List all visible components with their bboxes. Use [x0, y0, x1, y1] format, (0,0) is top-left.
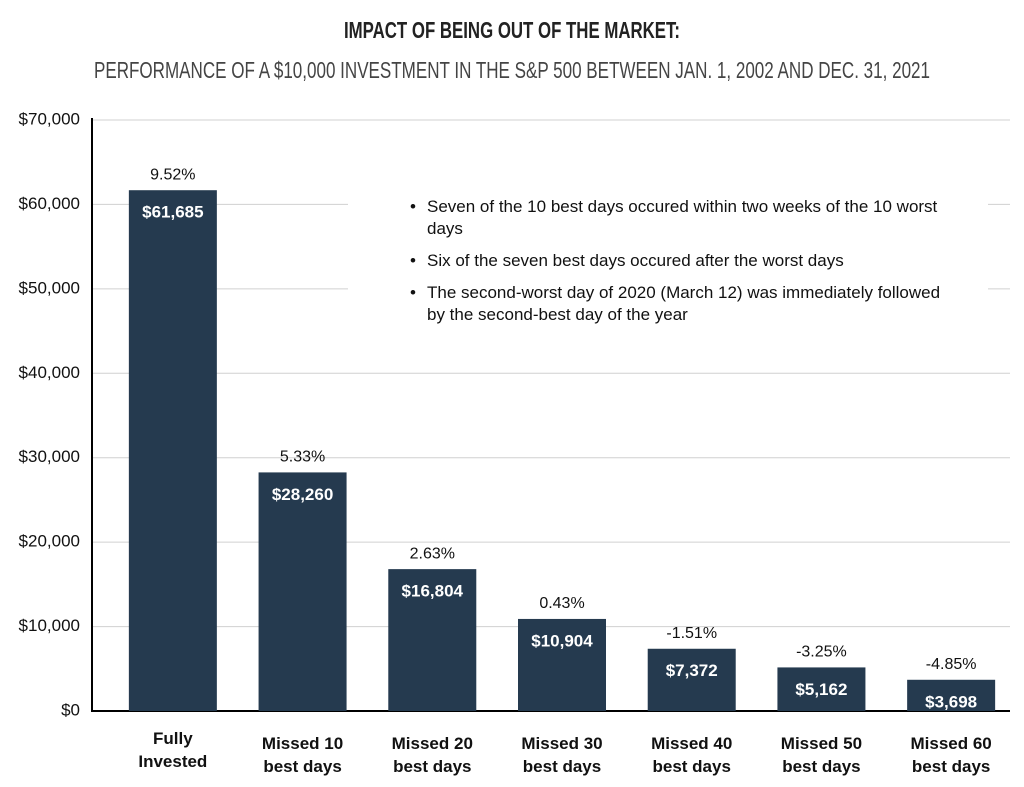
x-tick-label: Missed 30 best days: [521, 734, 603, 776]
y-tick-label: $10,000: [19, 616, 80, 635]
value-label: $28,260: [272, 485, 333, 504]
return-label: 2.63%: [410, 545, 455, 562]
bar: [647, 648, 736, 711]
annotation: Six of the seven best days occured after…: [410, 250, 950, 272]
bar: [128, 190, 217, 711]
x-tick-label: Missed 20 best days: [391, 734, 473, 776]
return-label: -4.85%: [926, 656, 977, 673]
x-tick-label: Missed 50 best days: [780, 734, 863, 776]
bar: [907, 679, 996, 711]
value-label: $7,372: [666, 661, 718, 680]
value-label: $5,162: [795, 680, 847, 699]
y-tick-label: $40,000: [19, 363, 80, 382]
y-tick-label: $0: [61, 700, 80, 719]
value-label: $10,904: [531, 631, 593, 650]
y-tick-label: $60,000: [19, 194, 80, 213]
x-tick-label: Fully Invested: [138, 729, 208, 771]
y-tick-label: $20,000: [19, 532, 80, 551]
y-tick-label: $70,000: [19, 109, 80, 128]
bar: [258, 472, 347, 711]
annotation-list: Seven of the 10 best days occured within…: [410, 196, 950, 336]
value-label: $61,685: [142, 203, 203, 222]
bar: [518, 618, 606, 711]
chart-subtitle: PERFORMANCE OF A $10,000 INVESTMENT IN T…: [94, 57, 930, 83]
value-label: $3,698: [925, 692, 977, 711]
y-tick-label: $30,000: [19, 447, 80, 466]
x-tick-label: Missed 10 best days: [261, 734, 344, 776]
return-label: 5.33%: [280, 449, 325, 466]
bar: [388, 569, 477, 711]
bar: [777, 667, 866, 711]
annotation: Seven of the 10 best days occured within…: [410, 196, 950, 240]
return-label: -1.51%: [666, 625, 717, 642]
chart-title: IMPACT OF BEING OUT OF THE MARKET:: [344, 17, 680, 43]
x-tick-label: Missed 60 best days: [910, 734, 992, 776]
x-tick-label: Missed 40 best days: [651, 734, 733, 776]
y-tick-label: $50,000: [19, 278, 80, 297]
return-label: -3.25%: [796, 644, 847, 661]
annotation: The second-worst day of 2020 (March 12) …: [410, 282, 950, 326]
return-label: 0.43%: [539, 595, 584, 612]
value-label: $16,804: [402, 582, 464, 601]
return-label: 9.52%: [150, 166, 195, 183]
